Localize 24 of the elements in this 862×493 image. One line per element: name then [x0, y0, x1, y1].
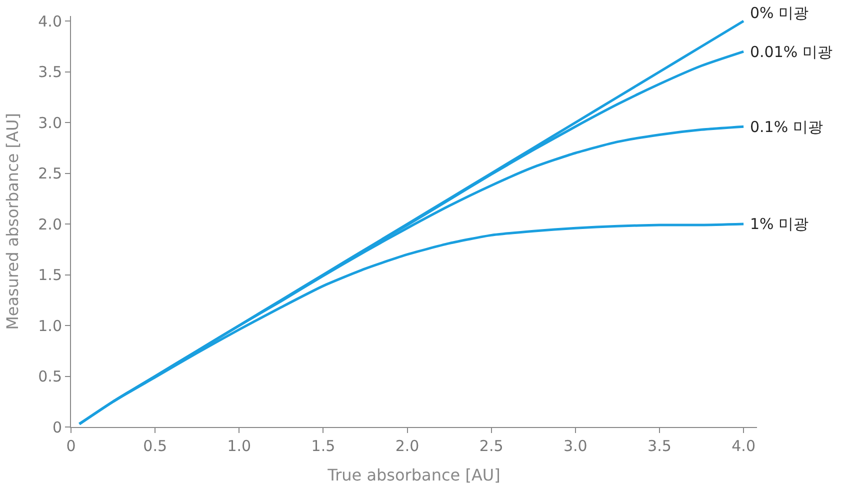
x-tick-label: 1.5: [311, 437, 336, 455]
y-tick-label: 3.0: [38, 114, 62, 132]
y-axis-title: Measured absorbance [AU]: [3, 113, 22, 330]
x-tick-label: 4.0: [732, 437, 756, 455]
x-tick-label: 0.5: [143, 437, 167, 455]
x-tick-label: 3.5: [648, 437, 672, 455]
x-tick-label: 1.0: [227, 437, 252, 455]
y-tick-label: 1.5: [38, 266, 62, 284]
series-label: 0.01% 미광: [750, 43, 832, 61]
x-tick-label: 2.0: [395, 437, 420, 455]
y-tick-label: 2.5: [38, 164, 62, 183]
y-tick-label: 0.5: [38, 368, 62, 386]
series-label: 0.1% 미광: [750, 118, 823, 136]
y-tick-label: 3.5: [38, 63, 62, 82]
series-label: 0% 미광: [750, 4, 809, 22]
x-axis-title: True absorbance [AU]: [326, 466, 500, 485]
x-tick-label: 2.5: [479, 437, 504, 455]
series-label: 1% 미광: [750, 215, 809, 233]
x-tick-label: 0: [66, 437, 76, 455]
y-tick-label: 4.0: [38, 12, 62, 30]
y-tick-label: 0: [52, 418, 62, 436]
y-tick-label: 2.0: [38, 215, 62, 234]
x-tick-label: 3.0: [563, 437, 588, 455]
y-tick-label: 1.0: [38, 316, 62, 335]
